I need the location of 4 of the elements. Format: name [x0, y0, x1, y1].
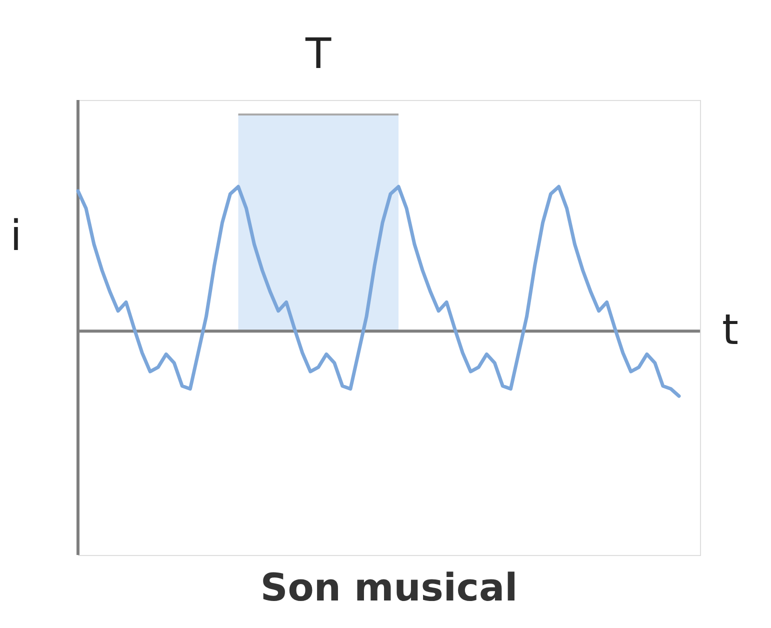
y-axis-title: i: [10, 211, 22, 260]
x-axis-title: t: [722, 305, 738, 354]
text: Son musical: [260, 566, 518, 610]
text: T: [304, 29, 332, 78]
